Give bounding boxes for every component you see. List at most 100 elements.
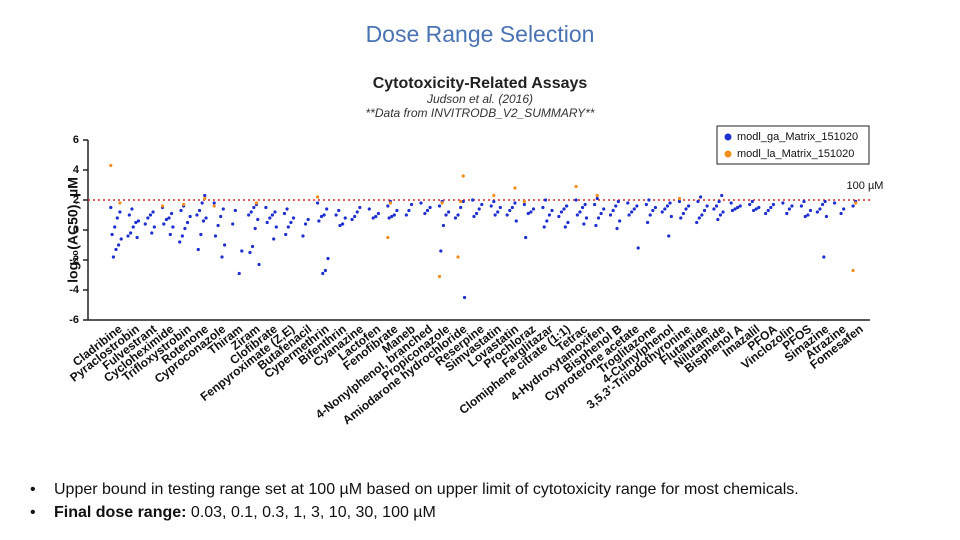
data-point bbox=[677, 199, 682, 204]
data-point bbox=[750, 199, 754, 204]
data-point bbox=[355, 210, 359, 214]
data-point bbox=[787, 207, 791, 211]
data-point bbox=[321, 271, 325, 276]
data-point bbox=[785, 211, 789, 216]
data-point bbox=[135, 235, 139, 240]
data-point bbox=[854, 201, 858, 205]
data-point bbox=[146, 216, 150, 220]
data-point bbox=[647, 198, 651, 202]
data-point bbox=[270, 213, 274, 217]
data-point bbox=[110, 232, 114, 237]
chart-note: **Data from INVITRODB_V2_SUMMARY** bbox=[366, 106, 595, 120]
data-point bbox=[614, 204, 618, 208]
data-point bbox=[665, 204, 670, 208]
data-point bbox=[803, 214, 807, 219]
data-point bbox=[353, 214, 357, 219]
y-tick-label: 4 bbox=[73, 164, 80, 176]
data-point bbox=[117, 243, 121, 247]
data-point bbox=[323, 268, 327, 273]
data-point bbox=[461, 199, 465, 204]
data-point bbox=[264, 205, 268, 210]
data-point bbox=[459, 199, 463, 204]
data-point bbox=[653, 205, 658, 210]
data-point bbox=[493, 213, 497, 217]
data-point bbox=[480, 202, 484, 207]
data-point bbox=[752, 208, 756, 213]
data-point bbox=[818, 207, 822, 211]
data-point bbox=[599, 211, 603, 216]
data-point bbox=[718, 213, 723, 217]
data-point bbox=[496, 210, 500, 214]
data-point bbox=[574, 184, 578, 189]
data-point bbox=[199, 232, 203, 237]
data-point bbox=[736, 205, 740, 210]
data-point bbox=[325, 207, 329, 211]
data-point bbox=[188, 214, 192, 219]
data-point bbox=[437, 204, 442, 208]
data-point bbox=[289, 220, 293, 225]
data-point bbox=[766, 208, 770, 213]
data-point bbox=[630, 210, 634, 214]
chart-subtitle: Judson et al. (2016) bbox=[426, 92, 533, 106]
data-point bbox=[595, 196, 599, 201]
data-point bbox=[282, 211, 287, 216]
data-point bbox=[253, 226, 257, 231]
data-point bbox=[522, 202, 526, 207]
data-point bbox=[201, 219, 206, 223]
data-point bbox=[118, 210, 122, 214]
data-point bbox=[152, 225, 156, 229]
data-point bbox=[182, 202, 186, 207]
data-point bbox=[404, 213, 408, 217]
data-point bbox=[341, 222, 345, 226]
bullet-text: Upper bound in testing range set at 100 … bbox=[54, 481, 799, 498]
data-point bbox=[200, 201, 204, 205]
data-point bbox=[529, 210, 533, 214]
data-point bbox=[635, 204, 639, 208]
data-point bbox=[284, 232, 288, 237]
data-point bbox=[681, 211, 685, 216]
data-point bbox=[392, 213, 396, 217]
data-point bbox=[618, 219, 622, 223]
data-point bbox=[167, 216, 171, 220]
slide-title: Dose Range Selection bbox=[366, 21, 595, 47]
data-point bbox=[646, 220, 650, 225]
data-point bbox=[183, 226, 187, 231]
data-point bbox=[802, 199, 806, 204]
data-point bbox=[273, 210, 277, 214]
data-point bbox=[185, 220, 190, 225]
data-point bbox=[456, 255, 460, 259]
data-point bbox=[565, 204, 569, 208]
data-point bbox=[291, 216, 296, 220]
data-point bbox=[213, 234, 218, 238]
data-point bbox=[513, 186, 517, 190]
data-point bbox=[127, 213, 131, 217]
data-point bbox=[197, 208, 202, 213]
data-point bbox=[769, 205, 773, 210]
data-point bbox=[315, 201, 320, 205]
data-point bbox=[471, 198, 475, 202]
data-point bbox=[705, 204, 709, 208]
data-point bbox=[248, 250, 252, 255]
data-point bbox=[695, 220, 699, 225]
data-point bbox=[212, 201, 216, 205]
data-point bbox=[250, 244, 255, 249]
legend-label: modl_ga_Matrix_151020 bbox=[737, 131, 858, 143]
data-point bbox=[667, 234, 671, 238]
data-point bbox=[326, 256, 330, 261]
data-point bbox=[240, 249, 244, 253]
data-point bbox=[237, 271, 241, 276]
data-point bbox=[733, 207, 737, 211]
y-tick-label: -6 bbox=[69, 314, 79, 326]
data-point bbox=[441, 223, 446, 228]
data-point bbox=[115, 216, 119, 220]
data-point bbox=[757, 205, 761, 210]
data-point bbox=[832, 201, 837, 205]
y-tick-label: -4 bbox=[69, 284, 80, 296]
data-point bbox=[456, 213, 460, 217]
data-point bbox=[254, 201, 259, 205]
data-point bbox=[729, 201, 733, 205]
data-point bbox=[285, 207, 289, 211]
data-point bbox=[322, 213, 326, 217]
data-point bbox=[721, 210, 725, 214]
data-point bbox=[257, 262, 261, 267]
